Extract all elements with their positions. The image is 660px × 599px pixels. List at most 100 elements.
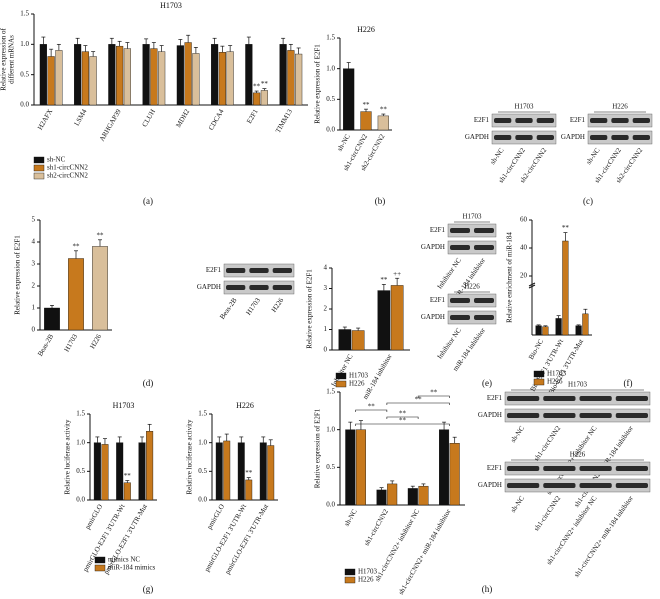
y-tick-label: 60 xyxy=(520,216,528,224)
bar xyxy=(68,258,84,331)
blot-title: H1703 xyxy=(462,213,482,221)
bar xyxy=(211,44,219,106)
bar xyxy=(582,313,589,336)
panel-label: (a) xyxy=(143,196,153,206)
blot-strip xyxy=(504,478,651,493)
bar xyxy=(555,318,562,336)
blot-title: H226 xyxy=(612,103,628,111)
y-tick-label: 2 xyxy=(32,282,36,290)
blot-strip xyxy=(447,240,497,255)
x-tick-label: Bio-NC xyxy=(527,338,545,361)
legend-swatch xyxy=(94,556,106,564)
bar xyxy=(345,429,356,506)
y-tick-label: 1.5 xyxy=(326,34,335,42)
blot-band xyxy=(249,268,269,273)
blot-band xyxy=(450,228,470,233)
x-tick-label: sh-NC xyxy=(336,133,352,153)
blot-strip xyxy=(447,223,497,238)
comparison-label: ** xyxy=(399,410,407,418)
blot-band xyxy=(579,396,612,401)
bar xyxy=(287,50,295,106)
bar xyxy=(360,111,372,131)
blot-band xyxy=(611,118,629,123)
y-tick-label: 1.0 xyxy=(198,438,207,446)
legend-swatch xyxy=(335,372,347,380)
significance: ++ xyxy=(393,270,401,278)
blot-band xyxy=(543,413,576,418)
panel-label: (e) xyxy=(482,378,492,388)
blot-band xyxy=(632,135,650,140)
bar xyxy=(355,429,366,506)
bar xyxy=(39,44,47,106)
legend-label: sh1-circCNN2 xyxy=(47,164,88,172)
legend-label: H226 xyxy=(358,576,374,584)
blot-band xyxy=(611,135,629,140)
blot-row-label: GAPDH xyxy=(197,283,221,291)
blot-band xyxy=(536,118,554,123)
y-tick-label: 0.5 xyxy=(198,467,207,475)
x-tick-label: TIMM13 xyxy=(274,107,294,134)
y-tick-label: 5 xyxy=(32,216,36,224)
legend-label: sh2-circCNN2 xyxy=(47,172,88,180)
bar xyxy=(184,42,192,106)
blot-row-label: GAPDH xyxy=(478,411,502,419)
y-tick-label: 1.5 xyxy=(326,388,335,396)
legend-swatch xyxy=(344,576,356,584)
y-tick-label: 4 xyxy=(32,238,36,246)
y-tick-label: 2 xyxy=(324,305,328,313)
y-axis-label: Relative enrichment of miR-184 xyxy=(506,232,514,323)
x-tick-label: H2AFX xyxy=(36,108,54,132)
blot-band xyxy=(615,413,648,418)
legend-swatch xyxy=(33,164,45,172)
blot-band xyxy=(543,483,576,488)
blot-band xyxy=(450,315,470,320)
significance: ** xyxy=(562,224,570,232)
panel-label: (d) xyxy=(143,378,154,388)
bar xyxy=(387,483,398,506)
blot-band xyxy=(474,245,494,250)
y-tick-label: 0.5 xyxy=(326,463,335,471)
blot-strip xyxy=(504,408,651,423)
blot-row-label: E2F1 xyxy=(206,266,222,274)
y-axis-label: Relative expression of E2F1 xyxy=(314,44,322,124)
blot-band xyxy=(579,466,612,471)
legend-swatch xyxy=(33,156,45,164)
bar xyxy=(376,489,387,506)
blot-title: H1703 xyxy=(514,103,534,111)
legend-label: H1703 xyxy=(358,568,378,576)
blot-lane-label: H226 xyxy=(270,296,286,314)
comparison-bracket xyxy=(355,409,388,412)
blot-title: H1703 xyxy=(568,381,588,389)
bar xyxy=(146,431,154,501)
bar xyxy=(343,68,355,131)
x-tick-label: MDH2 xyxy=(174,107,191,129)
bar xyxy=(89,56,97,106)
blot-title: H226 xyxy=(464,283,480,291)
blot-band xyxy=(615,483,648,488)
y-tick-label: 1 xyxy=(32,304,36,312)
bar xyxy=(44,307,60,331)
blot-band xyxy=(494,135,512,140)
y-tick-label: 1.5 xyxy=(20,10,29,18)
significance: ** xyxy=(363,101,371,109)
y-tick-label: 1.0 xyxy=(76,438,85,446)
blot-band xyxy=(474,228,494,233)
legend-swatch xyxy=(533,378,545,386)
x-tick-label: H226 xyxy=(88,332,103,350)
blot-band xyxy=(579,483,612,488)
bar xyxy=(279,44,287,106)
significance: ** xyxy=(261,80,269,88)
blot-row-label: E2F1 xyxy=(487,464,503,472)
y-tick-label: 1.5 xyxy=(198,410,207,418)
y-tick-label: 1.5 xyxy=(76,410,85,418)
panel-label: (g) xyxy=(143,584,154,594)
chart-title: H1703 xyxy=(113,401,135,410)
legend-label: mimics NC xyxy=(108,556,140,564)
y-tick-label: 40 xyxy=(520,244,528,252)
panel-label: (c) xyxy=(583,196,593,206)
blot-band xyxy=(450,298,470,303)
bar xyxy=(123,482,131,501)
bar xyxy=(390,285,404,351)
blot-band xyxy=(272,268,292,273)
